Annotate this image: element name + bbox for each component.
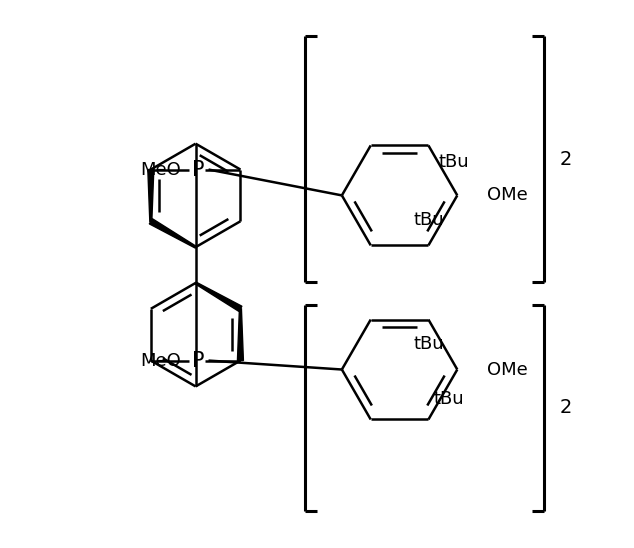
Text: MeO: MeO — [140, 352, 181, 369]
Text: tBu: tBu — [413, 335, 444, 353]
Text: P: P — [192, 351, 205, 370]
Polygon shape — [238, 309, 243, 361]
Polygon shape — [195, 282, 242, 311]
Text: OMe: OMe — [487, 361, 528, 379]
Text: tBu: tBu — [434, 390, 464, 408]
Polygon shape — [148, 169, 154, 221]
Text: OMe: OMe — [487, 186, 528, 204]
Text: tBu: tBu — [413, 212, 444, 230]
Text: P: P — [192, 159, 205, 180]
Text: 2: 2 — [560, 150, 572, 169]
Text: 2: 2 — [560, 398, 572, 418]
Text: tBu: tBu — [438, 153, 469, 172]
Text: MeO: MeO — [140, 161, 181, 179]
Polygon shape — [150, 219, 196, 248]
